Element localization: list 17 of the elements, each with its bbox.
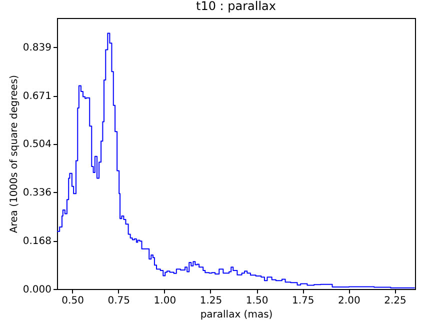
x-tick-label: 1.50 (246, 296, 268, 306)
y-tick-label: 0.000 (22, 284, 52, 296)
x-tick-label: 2.00 (338, 296, 360, 306)
x-tick-label: 0.50 (62, 296, 84, 306)
y-tick-label: 0.168 (22, 236, 52, 248)
x-tick-label: 2.25 (384, 296, 406, 306)
y-tick-label: 0.336 (22, 188, 52, 199)
y-axis-title: Area (1000s of square degrees) (8, 74, 20, 234)
chart-title: t10 : parallax (196, 0, 276, 13)
y-tick-label: 0.671 (22, 91, 52, 102)
y-tick-label: 0.504 (22, 139, 52, 150)
x-axis-title: parallax (mas) (200, 310, 273, 320)
x-tick-label: 0.75 (108, 296, 130, 306)
x-tick-label: 1.00 (154, 296, 176, 306)
y-tick-label: 0.839 (22, 42, 52, 54)
x-tick-label: 1.25 (200, 296, 222, 306)
x-tick-label: 1.75 (292, 296, 314, 306)
